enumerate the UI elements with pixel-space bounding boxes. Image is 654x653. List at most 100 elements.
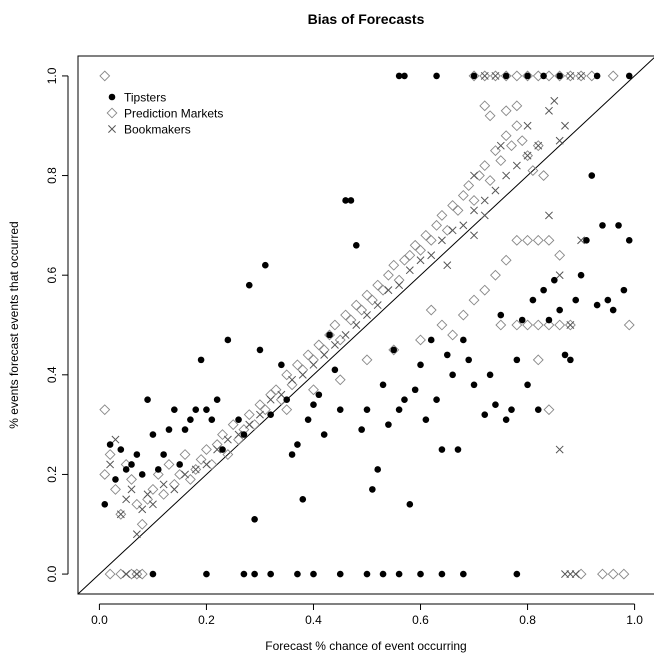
- data-point: [447, 200, 459, 211]
- data-point: [149, 431, 157, 438]
- data-point: [158, 488, 170, 500]
- data-point: [201, 444, 212, 455]
- data-point: [277, 390, 286, 399]
- data-point: [251, 515, 258, 523]
- data-point: [203, 406, 210, 413]
- data-point: [320, 431, 328, 438]
- data-point: [405, 266, 414, 275]
- data-point: [511, 319, 523, 331]
- data-point: [308, 384, 319, 396]
- data-point: [500, 130, 512, 142]
- data-point: [372, 279, 384, 291]
- data-point: [149, 570, 157, 578]
- data-point: [447, 329, 459, 341]
- data-point: [522, 70, 533, 82]
- data-point: [336, 570, 344, 578]
- data-point: [352, 321, 361, 329]
- data-point: [484, 175, 496, 186]
- data-point: [457, 190, 469, 201]
- data-point: [160, 451, 167, 458]
- data-point: [554, 70, 566, 82]
- data-point: [217, 429, 228, 441]
- data-point: [147, 483, 159, 495]
- data-point: [377, 284, 389, 296]
- data-point: [583, 237, 590, 244]
- data-point: [122, 570, 131, 579]
- data-point: [310, 570, 317, 578]
- data-point: [171, 406, 178, 413]
- data-point: [511, 120, 523, 132]
- data-point: [425, 304, 437, 316]
- data-point: [502, 171, 511, 180]
- data-point: [543, 404, 555, 416]
- data-point: [554, 319, 566, 331]
- data-point: [308, 354, 319, 366]
- data-point: [115, 568, 127, 580]
- data-point: [543, 234, 555, 246]
- data-point: [291, 359, 303, 371]
- data-point: [240, 431, 248, 438]
- data-point: [486, 371, 494, 379]
- data-point: [266, 395, 275, 404]
- data-point: [191, 465, 200, 474]
- data-point: [385, 421, 392, 428]
- data-point: [460, 336, 467, 344]
- data-point: [438, 570, 446, 578]
- data-point: [174, 469, 186, 480]
- data-point: [106, 460, 115, 469]
- x-axis: 0.0 0.2 0.4 0.6 0.8 1.0: [91, 603, 643, 627]
- data-point: [443, 261, 452, 270]
- data-point: [604, 296, 612, 304]
- data-point: [480, 211, 489, 220]
- legend-label: Tipsters: [124, 91, 166, 105]
- data-point: [479, 70, 491, 82]
- data-point: [609, 306, 617, 314]
- legend-marker: [108, 93, 116, 101]
- data-point: [425, 234, 437, 246]
- data-point: [416, 256, 425, 265]
- data-point: [575, 70, 587, 82]
- data-point: [401, 396, 408, 404]
- data-point: [208, 416, 216, 423]
- data-point: [502, 72, 510, 80]
- x-tick-label: 0.4: [305, 613, 322, 627]
- data-point: [625, 237, 633, 244]
- data-point: [192, 406, 200, 413]
- data-point: [511, 100, 523, 112]
- data-point: [420, 229, 432, 241]
- data-point: [379, 381, 387, 389]
- data-point: [540, 286, 547, 294]
- data-point: [361, 289, 373, 301]
- data-point: [262, 261, 269, 269]
- x-tick-label: 0.8: [519, 613, 536, 627]
- data-point: [299, 496, 307, 503]
- data-point: [254, 399, 266, 411]
- data-point: [256, 346, 264, 354]
- data-point: [298, 370, 307, 379]
- data-point: [179, 449, 191, 460]
- data-point: [468, 294, 480, 306]
- data-point: [240, 570, 248, 578]
- data-point: [117, 446, 125, 453]
- data-point: [490, 145, 501, 157]
- data-point: [104, 449, 116, 460]
- data-point: [259, 404, 271, 416]
- data-point: [309, 360, 318, 369]
- data-point: [388, 259, 400, 271]
- data-points: [99, 70, 635, 580]
- data-point: [545, 316, 553, 324]
- data-point: [334, 374, 346, 386]
- data-point: [524, 72, 531, 80]
- data-point: [361, 354, 373, 366]
- data-point: [283, 396, 291, 404]
- reference-line-y-equals-x: [77, 57, 654, 595]
- data-point: [518, 316, 526, 324]
- data-point: [369, 486, 376, 493]
- data-point: [545, 106, 553, 115]
- data-point: [532, 234, 544, 246]
- data-point: [382, 269, 394, 281]
- data-point: [496, 141, 505, 150]
- data-point: [470, 206, 478, 215]
- x-tick-label: 1.0: [626, 613, 643, 627]
- data-point: [406, 501, 414, 508]
